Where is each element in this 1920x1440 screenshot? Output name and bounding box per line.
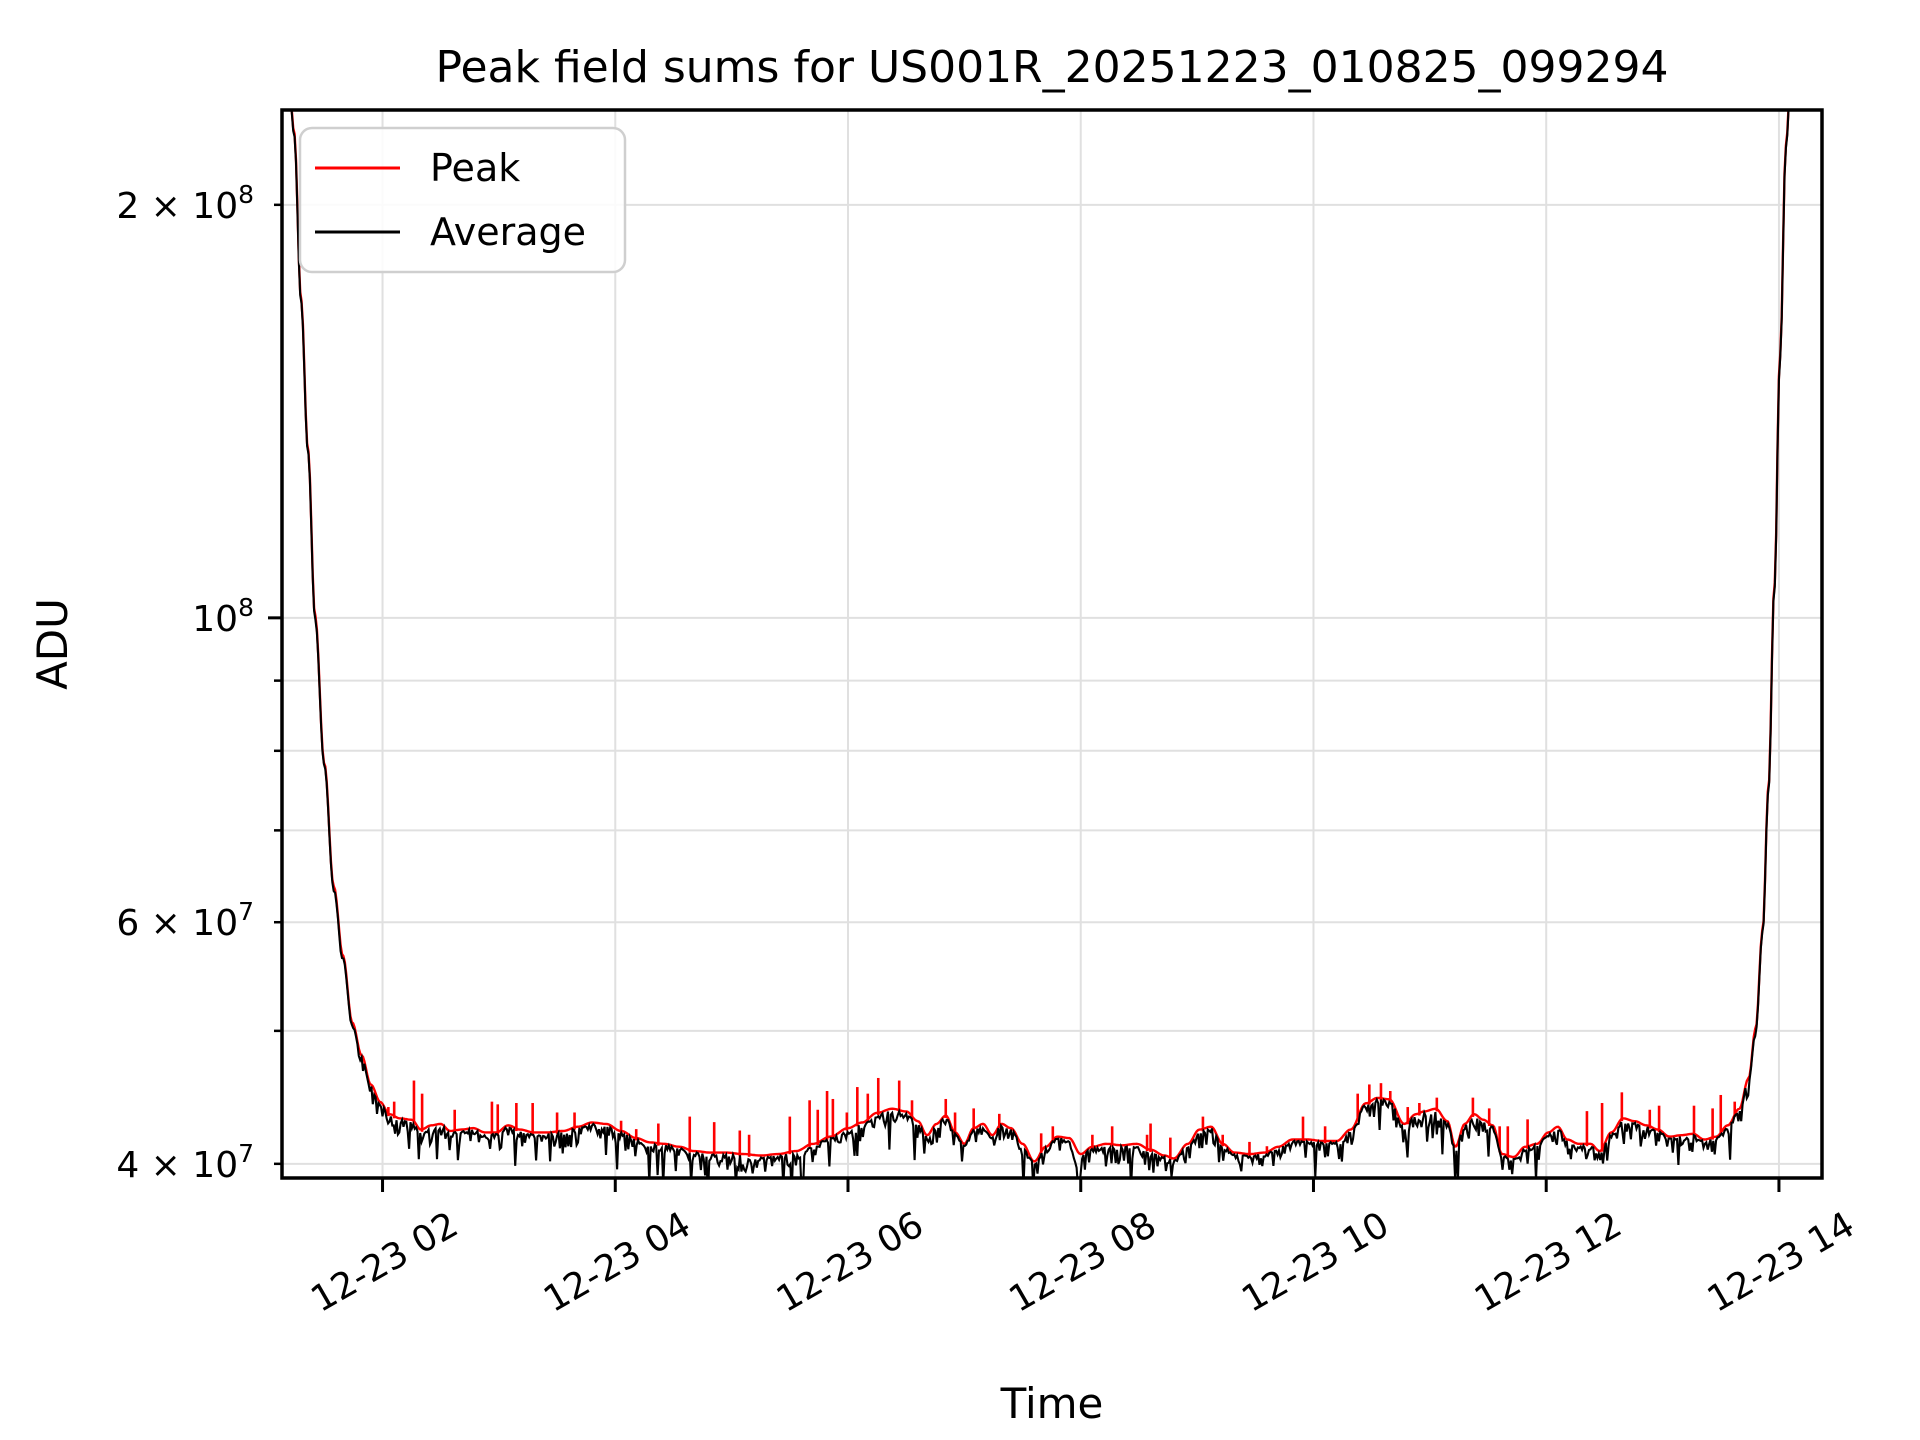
series-layer: [290, 110, 1790, 1178]
grid: [282, 110, 1822, 1178]
x-tick-label: 12-23 06: [770, 1204, 931, 1320]
axes: 12-23 02 12-23 04 12-23 06 12-23 08 12-23 10…: [116, 108, 1862, 1321]
x-tick-label: 12-23 14: [1701, 1204, 1862, 1320]
average-series-line: [290, 110, 1790, 1178]
y-tick-label: 108: [192, 593, 254, 640]
x-tick-label: 12-23 08: [1003, 1204, 1164, 1320]
legend: Peak Average: [298, 126, 627, 274]
peak-spikes: [387, 1077, 1737, 1160]
y-tick-label: 4 × 107: [116, 1139, 254, 1186]
x-axis-label: Time: [1000, 1379, 1104, 1428]
plot-border: [280, 108, 1824, 1180]
chart-title: Peak field sums for US001R_20251223_0108…: [435, 42, 1668, 93]
x-tick-label: 12-23 02: [304, 1204, 465, 1320]
x-tick-label: 12-23 04: [537, 1204, 698, 1320]
y-tick-label: 2 × 108: [116, 180, 254, 227]
x-tick-label: 12-23 12: [1468, 1204, 1629, 1320]
y-axis-label: ADU: [28, 598, 77, 690]
y-tick-label: 6 × 107: [116, 897, 254, 944]
legend-box: [298, 126, 627, 274]
legend-label-average: Average: [430, 210, 586, 254]
x-tick-label: 12-23 10: [1235, 1204, 1396, 1320]
legend-label-peak: Peak: [430, 146, 520, 190]
